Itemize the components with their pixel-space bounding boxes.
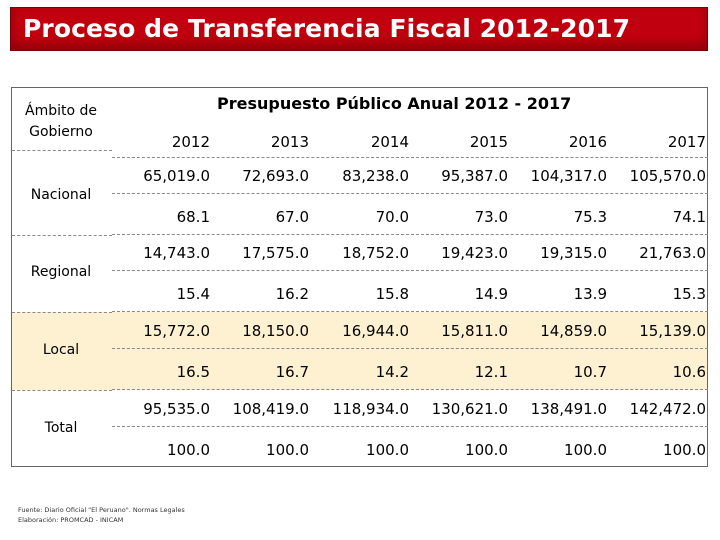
budget-header: Presupuesto Público Anual 2012 - 2017	[217, 94, 572, 113]
divider-row-percent	[112, 389, 708, 390]
percent-cell: 67.0	[275, 208, 309, 226]
amount-cell: 72,693.0	[242, 167, 309, 185]
percent-cell: 73.0	[474, 208, 508, 226]
amount-cell: 95,387.0	[441, 167, 508, 185]
footer-source: Fuente: Diario Oficial "El Peruano". Nor…	[18, 506, 185, 514]
year-header-2017: 2017	[667, 133, 706, 151]
divider-year-header	[112, 157, 708, 158]
divider-gov-group	[12, 390, 112, 391]
amount-cell: 130,621.0	[431, 400, 508, 418]
percent-cell: 100.0	[266, 441, 309, 459]
percent-cell: 15.4	[176, 285, 210, 303]
percent-cell: 10.7	[573, 363, 607, 381]
gov-label-local: Local	[42, 342, 80, 358]
amount-cell: 108,419.0	[232, 400, 309, 418]
amount-cell: 14,743.0	[143, 244, 210, 262]
gov-label-total: Total	[44, 420, 78, 436]
amount-cell: 83,238.0	[342, 167, 409, 185]
gov-label-regional: Regional	[30, 264, 92, 280]
amount-cell: 118,934.0	[332, 400, 409, 418]
percent-cell: 15.3	[672, 285, 706, 303]
amount-cell: 19,423.0	[441, 244, 508, 262]
amount-cell: 19,315.0	[540, 244, 607, 262]
divider-gov-group	[12, 235, 112, 236]
percent-cell: 100.0	[465, 441, 508, 459]
divider-gov-group	[12, 312, 112, 313]
percent-cell: 16.5	[176, 363, 210, 381]
title-banner: Proceso de Transferencia Fiscal 2012-201…	[10, 7, 708, 51]
percent-cell: 14.9	[474, 285, 508, 303]
percent-cell: 70.0	[375, 208, 409, 226]
ambito-header: Ámbito de Gobierno	[14, 101, 108, 143]
percent-cell: 13.9	[573, 285, 607, 303]
divider-row-percent	[112, 311, 708, 312]
divider-row-amount	[112, 348, 708, 349]
amount-cell: 95,535.0	[143, 400, 210, 418]
amount-cell: 18,150.0	[242, 322, 309, 340]
percent-cell: 14.2	[375, 363, 409, 381]
year-header-2013: 2013	[270, 133, 309, 151]
amount-cell: 105,570.0	[629, 167, 706, 185]
footer-elaboration: Elaboración: PROMCAD - INICAM	[18, 516, 124, 524]
year-header-2012: 2012	[171, 133, 210, 151]
year-header-2014: 2014	[370, 133, 409, 151]
amount-cell: 14,859.0	[540, 322, 607, 340]
divider-row-amount	[112, 270, 708, 271]
amount-cell: 142,472.0	[629, 400, 706, 418]
ambito-header-line2: Gobierno	[29, 124, 93, 140]
amount-cell: 65,019.0	[143, 167, 210, 185]
percent-cell: 100.0	[564, 441, 607, 459]
amount-cell: 18,752.0	[342, 244, 409, 262]
percent-cell: 100.0	[366, 441, 409, 459]
amount-cell: 17,575.0	[242, 244, 309, 262]
amount-cell: 16,944.0	[342, 322, 409, 340]
amount-cell: 15,772.0	[143, 322, 210, 340]
amount-cell: 21,763.0	[639, 244, 706, 262]
ambito-header-line1: Ámbito de	[25, 103, 97, 119]
gov-label-nacional: Nacional	[30, 187, 92, 203]
percent-cell: 75.3	[573, 208, 607, 226]
divider-row-amount	[112, 426, 708, 427]
year-header-2016: 2016	[568, 133, 607, 151]
divider-ambito-header	[12, 150, 112, 151]
local-row-highlight	[12, 312, 707, 390]
percent-cell: 74.1	[672, 208, 706, 226]
amount-cell: 15,139.0	[639, 322, 706, 340]
divider-row-amount	[112, 193, 708, 194]
amount-cell: 104,317.0	[530, 167, 607, 185]
percent-cell: 16.7	[275, 363, 309, 381]
amount-cell: 138,491.0	[530, 400, 607, 418]
percent-cell: 12.1	[474, 363, 508, 381]
divider-row-percent	[112, 234, 708, 235]
table-panel	[11, 87, 708, 467]
percent-cell: 15.8	[375, 285, 409, 303]
percent-cell: 100.0	[663, 441, 706, 459]
page-title: Proceso de Transferencia Fiscal 2012-201…	[23, 14, 631, 43]
percent-cell: 16.2	[275, 285, 309, 303]
percent-cell: 68.1	[176, 208, 210, 226]
footer-notes: Fuente: Diario Oficial "El Peruano". Nor…	[18, 505, 185, 525]
amount-cell: 15,811.0	[441, 322, 508, 340]
percent-cell: 100.0	[167, 441, 210, 459]
percent-cell: 10.6	[672, 363, 706, 381]
year-header-2015: 2015	[469, 133, 508, 151]
